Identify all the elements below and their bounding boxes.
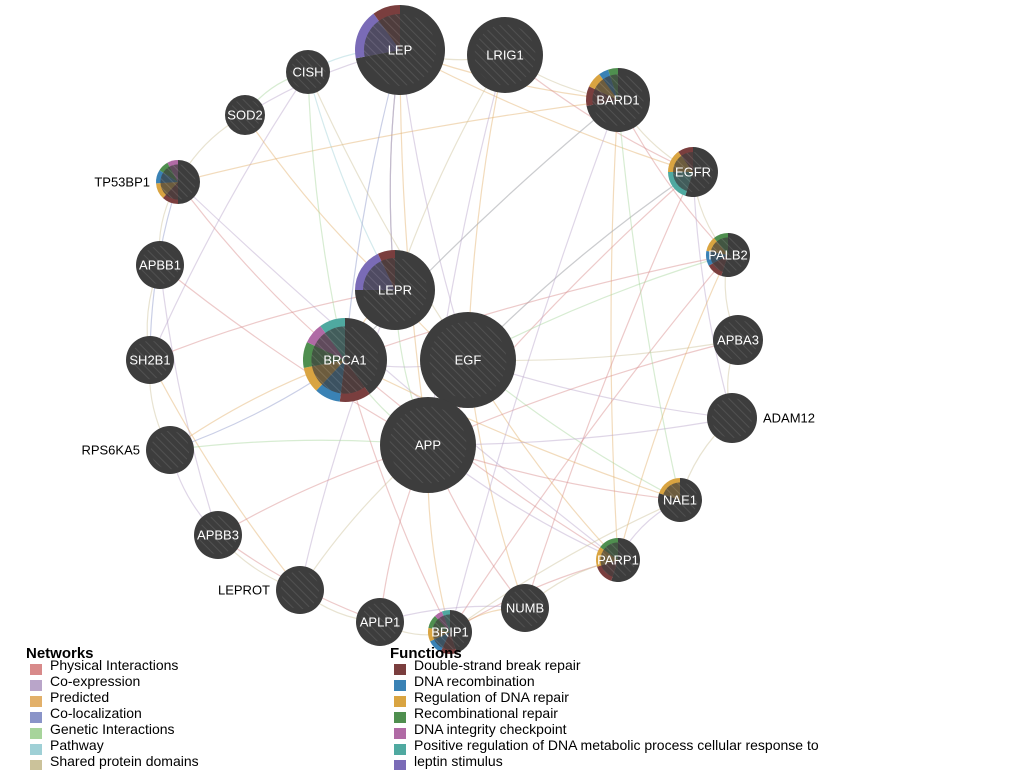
legend-swatch [30, 664, 42, 675]
node-brca1[interactable]: BRCA1 [303, 318, 387, 402]
gene-network-diagram: LEP LRIG1 CISH BARD1 SOD2 EGFR TP53BP1 PALB2 APB… [0, 0, 1020, 770]
legend-swatch [394, 760, 406, 770]
node-bard1[interactable]: BARD1 [586, 68, 650, 132]
node-sh2b1[interactable]: SH2B1 [126, 336, 174, 384]
edge [160, 265, 218, 535]
legend-label: leptin stimulus [414, 753, 503, 769]
node-egf[interactable]: EGF [420, 312, 516, 408]
legend-functions: FunctionsDouble-strand break repairDNA r… [390, 645, 819, 770]
node-label: TP53BP1 [94, 175, 150, 190]
edge [178, 182, 618, 560]
node-rps6ka5[interactable]: RPS6KA5 [81, 426, 194, 474]
legend-swatch [394, 664, 406, 675]
node-label: ADAM12 [763, 411, 815, 426]
legend-swatch [394, 680, 406, 691]
legend-swatch [30, 760, 42, 770]
legend-swatch [30, 744, 42, 755]
node-aplp1[interactable]: APLP1 [356, 598, 404, 646]
edge [308, 72, 345, 360]
node-label: RPS6KA5 [81, 443, 140, 458]
node-app[interactable]: APP [380, 397, 476, 493]
legend-swatch [30, 696, 42, 707]
legend-label: Genetic Interactions [50, 721, 175, 737]
legend-label: DNA recombination [414, 673, 535, 689]
node-adam12[interactable]: ADAM12 [707, 393, 815, 443]
legend-swatch [30, 680, 42, 691]
node-sod2[interactable]: SOD2 [225, 95, 265, 135]
legend-label: Physical Interactions [50, 657, 178, 673]
legend-label: Double-strand break repair [414, 657, 581, 673]
legend-swatch [394, 744, 406, 755]
legend-label: Co-localization [50, 705, 142, 721]
legend-label: DNA integrity checkpoint [414, 721, 567, 737]
legend-networks: NetworksPhysical InteractionsCo-expressi… [26, 645, 199, 770]
node-apbb3[interactable]: APBB3 [194, 511, 242, 559]
legend-layer: NetworksPhysical InteractionsCo-expressi… [26, 645, 819, 770]
legend-swatch [30, 728, 42, 739]
node-tp53bp1[interactable]: TP53BP1 [94, 160, 200, 204]
node-label: LEPROT [218, 583, 270, 598]
node-nae1[interactable]: NAE1 [658, 478, 702, 522]
legend-swatch [394, 728, 406, 739]
legend-label: Regulation of DNA repair [414, 689, 569, 705]
legend-swatch [394, 712, 406, 723]
legend-swatch [30, 712, 42, 723]
legend-label: Positive regulation of DNA metabolic pro… [414, 737, 819, 753]
node-lrig1[interactable]: LRIG1 [467, 17, 543, 93]
node-lepr[interactable]: LEPR [355, 250, 435, 330]
legend-swatch [394, 696, 406, 707]
legend-label: Predicted [50, 689, 109, 705]
node-palb2[interactable]: PALB2 [706, 233, 750, 277]
legend-label: Shared protein domains [50, 753, 199, 769]
node-leprot[interactable]: LEPROT [218, 566, 324, 614]
legend-label: Co-expression [50, 673, 140, 689]
nodes-layer: LEP LRIG1 CISH BARD1 SOD2 EGFR TP53BP1 PALB2 APB… [81, 5, 815, 654]
legend-label: Recombinational repair [414, 705, 558, 721]
legend-label: Pathway [50, 737, 104, 753]
node-parp1[interactable]: PARP1 [596, 538, 640, 582]
node-lep[interactable]: LEP [355, 5, 445, 95]
node-cish[interactable]: CISH [286, 50, 330, 94]
node-apba3[interactable]: APBA3 [713, 315, 763, 365]
node-egfr[interactable]: EGFR [668, 147, 718, 197]
node-apbb1[interactable]: APBB1 [136, 241, 184, 289]
node-numb[interactable]: NUMB [501, 584, 549, 632]
edge [618, 100, 680, 500]
